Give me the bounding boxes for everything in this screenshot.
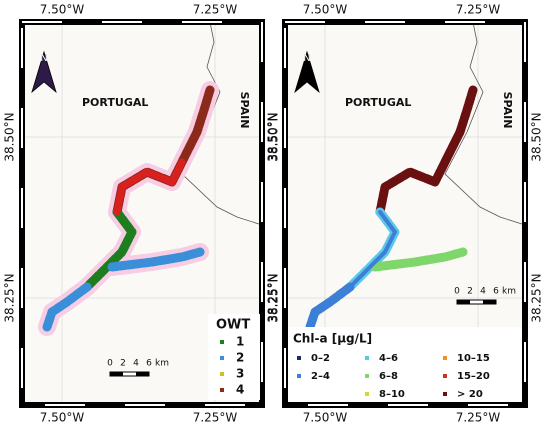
country-label: PORTUGAL xyxy=(82,96,148,109)
reservoir xyxy=(370,247,468,272)
lat-label: 38.50°N xyxy=(267,112,281,161)
lat-label: 38.50°N xyxy=(3,112,17,161)
lat-label: 38.25°N xyxy=(266,273,280,322)
legend-label: 8–10 xyxy=(379,389,405,400)
legend-swatch xyxy=(443,392,447,396)
lon-label: 7.25°W xyxy=(193,411,238,425)
country-label: PORTUGAL xyxy=(345,96,411,109)
scale-bar xyxy=(110,372,123,376)
legend-label: 4–6 xyxy=(379,353,398,364)
lat-label: 38.25°N xyxy=(3,273,17,322)
reservoir xyxy=(82,207,137,292)
legend-swatch xyxy=(220,372,224,376)
north-arrow xyxy=(31,50,57,94)
scale-label: 6 xyxy=(146,359,152,369)
north-label: N xyxy=(40,53,47,64)
frame-ticks xyxy=(21,21,263,406)
reservoir xyxy=(348,210,398,289)
lat-label: 38.25°N xyxy=(267,273,281,322)
country-label: SPAIN xyxy=(501,92,514,129)
scale-label: 4 xyxy=(133,359,139,369)
legend-box xyxy=(208,314,260,400)
reservoir xyxy=(305,282,355,332)
frame-ticks xyxy=(284,21,526,406)
scale-bar xyxy=(483,300,496,304)
lon-label: 7.50°W xyxy=(40,3,85,17)
legend-swatch xyxy=(365,356,369,360)
legend-label: 2 xyxy=(236,351,244,365)
scale-label: 2 xyxy=(467,287,473,297)
legend-swatch xyxy=(220,340,224,344)
lon-label: 7.50°W xyxy=(40,411,85,425)
lat-label: 38.25°N xyxy=(530,273,544,322)
legend-label: 10–15 xyxy=(457,353,490,364)
legend-label: 2–4 xyxy=(311,371,330,382)
legend-swatch xyxy=(365,374,369,378)
lon-label: 7.25°W xyxy=(456,3,501,17)
country-label: SPAIN xyxy=(238,92,251,129)
legend-label: 15–20 xyxy=(457,371,490,382)
lon-label: 7.50°W xyxy=(303,3,348,17)
legend-swatch xyxy=(443,356,447,360)
legend-swatch xyxy=(443,374,447,378)
scale-label: 2 xyxy=(120,359,126,369)
map-panel: 7.50°W 7.50°W 7.25°W 7.25°W 38.50°N 38.50°N 38… xyxy=(3,3,281,425)
scale-label: km xyxy=(155,359,169,369)
legend-label: > 20 xyxy=(457,389,483,400)
north-label: N xyxy=(303,53,310,64)
legend-label: 0–2 xyxy=(311,353,330,364)
lon-label: 7.25°W xyxy=(193,3,238,17)
map-panel: 7.50°W 7.50°W 7.25°W 7.25°W 38.50°N 38.50°N 38… xyxy=(266,3,544,425)
scale-label: km xyxy=(502,287,516,297)
legend-swatch xyxy=(297,356,301,360)
reservoir xyxy=(375,85,478,217)
scale-label: 4 xyxy=(480,287,486,297)
north-arrow xyxy=(294,50,320,94)
lon-label: 7.50°W xyxy=(303,411,348,425)
scale-bar xyxy=(457,300,470,304)
legend-title: Chl-a [µg/L] xyxy=(293,332,372,346)
legend-swatch xyxy=(220,388,224,392)
scale-label: 0 xyxy=(454,287,460,297)
scale-bar xyxy=(136,372,149,376)
lon-label: 7.25°W xyxy=(456,411,501,425)
reservoir xyxy=(107,247,205,272)
lat-label: 38.50°N xyxy=(530,112,544,161)
legend-label: 1 xyxy=(236,335,244,349)
scale-label: 0 xyxy=(107,359,113,369)
legend-label: 3 xyxy=(236,367,244,381)
legend-title: OWT xyxy=(216,318,250,333)
legend-swatch xyxy=(297,374,301,378)
reservoir xyxy=(42,282,92,332)
border-line xyxy=(444,21,526,226)
legend-label: 4 xyxy=(236,383,244,397)
lat-label: 38.50°N xyxy=(266,112,280,161)
legend-label: 6–8 xyxy=(379,371,398,382)
legend-swatch xyxy=(220,356,224,360)
scale-label: 6 xyxy=(493,287,499,297)
legend-box xyxy=(288,327,522,402)
legend-swatch xyxy=(365,392,369,396)
reservoir xyxy=(113,158,186,216)
